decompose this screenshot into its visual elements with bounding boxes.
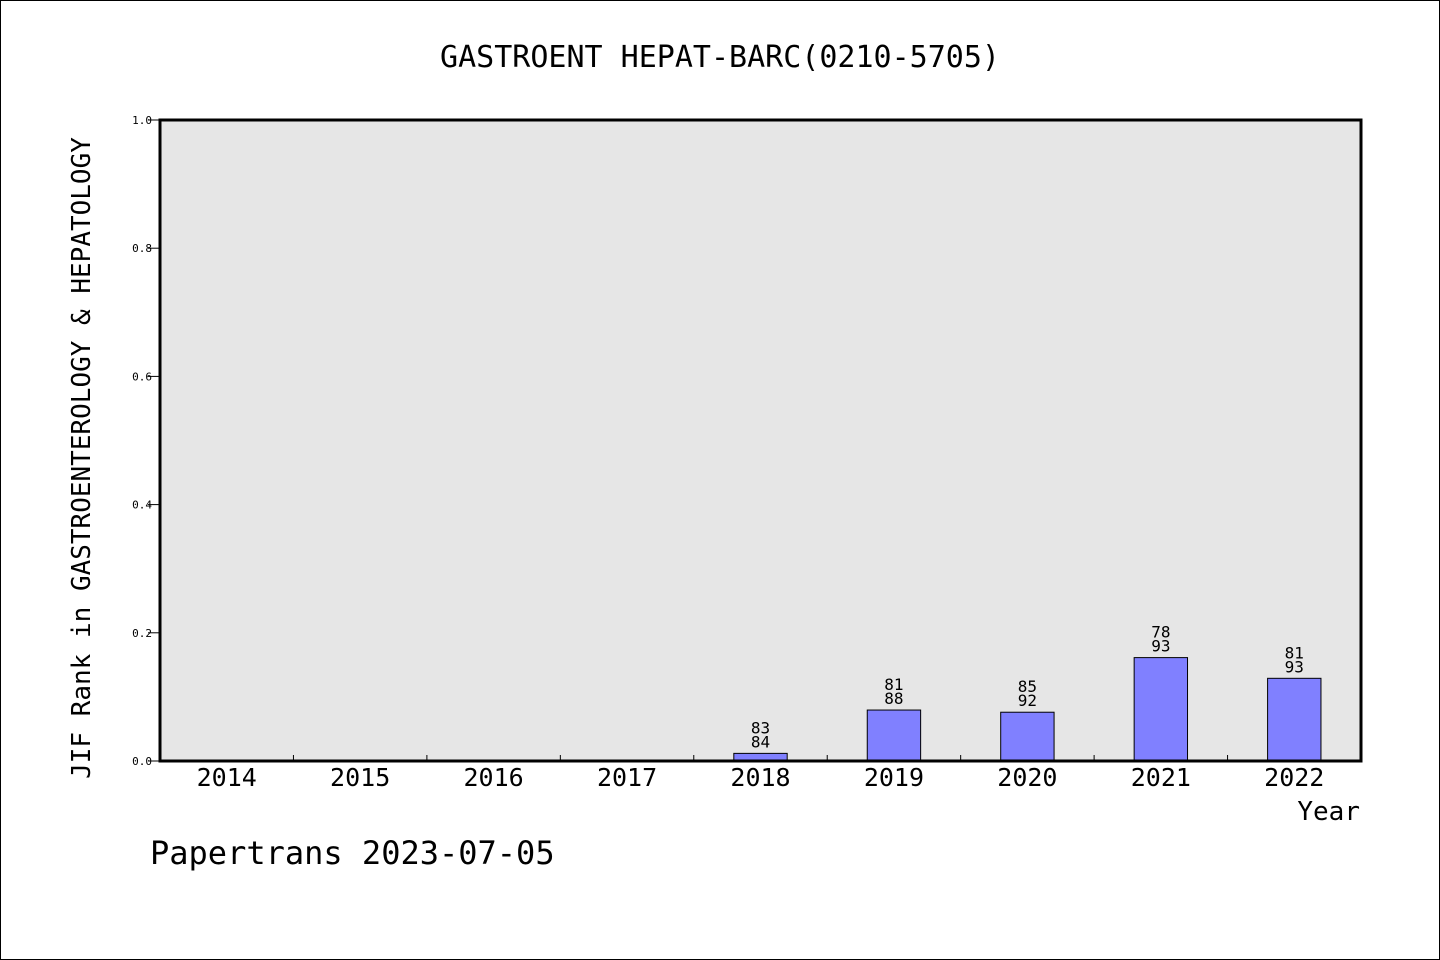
y-tick-label: 0.0 — [132, 755, 152, 768]
y-tick-label: 0.6 — [132, 370, 152, 383]
bar-total-label: 88 — [884, 689, 903, 708]
x-tick-label: 2015 — [330, 763, 390, 792]
bar-2022 — [1267, 677, 1322, 762]
footer-stamp: Papertrans 2023-07-05 — [150, 834, 555, 872]
bar-2019 — [866, 709, 922, 762]
x-axis-ticks: 2014 2015 2016 2017 2018 2019 2020 2021 2022 — [197, 755, 1324, 792]
bar-total-label: 93 — [1285, 657, 1304, 676]
x-tick-label: 2018 — [730, 763, 790, 792]
y-tick-label: 1.0 — [132, 114, 152, 127]
bar-rank-label: 78 — [1151, 623, 1170, 642]
y-tick-label: 0.2 — [132, 627, 152, 640]
chart-title: GASTROENT HEPAT-BARC(0210-5705) — [440, 40, 1000, 75]
x-axis-label: Year — [1297, 797, 1360, 827]
x-tick-label: 2021 — [1131, 763, 1191, 792]
y-tick-label: 0.4 — [132, 499, 152, 512]
bar-total-label: 92 — [1018, 691, 1037, 710]
bar-rank-label: 85 — [1018, 677, 1037, 696]
bar-rank-label: 81 — [884, 675, 903, 694]
x-tick-label: 2014 — [197, 763, 257, 792]
y-tick-label: 0.8 — [132, 242, 152, 255]
plot-border — [158, 118, 1363, 763]
y-axis-ticks: 0.0 0.2 0.4 0.6 0.8 1.0 — [132, 114, 160, 768]
bars-layer — [733, 657, 1322, 762]
bar-total-label: 84 — [751, 732, 770, 751]
bar-2020 — [1000, 711, 1055, 762]
bar-2021 — [1133, 657, 1189, 762]
x-tick-label: 2017 — [597, 763, 657, 792]
x-tick-label: 2016 — [464, 763, 524, 792]
bar-total-label: 93 — [1151, 637, 1170, 656]
bar-rank-label: 81 — [1285, 643, 1304, 662]
y-axis-label: JIF Rank in GASTROENTEROLOGY & HEPATOLOG… — [67, 137, 97, 779]
plot-area — [160, 120, 1361, 761]
x-tick-label: 2022 — [1264, 763, 1324, 792]
x-tick-label: 2020 — [997, 763, 1057, 792]
bar-rank-label: 83 — [751, 718, 770, 737]
x-tick-label: 2019 — [864, 763, 924, 792]
